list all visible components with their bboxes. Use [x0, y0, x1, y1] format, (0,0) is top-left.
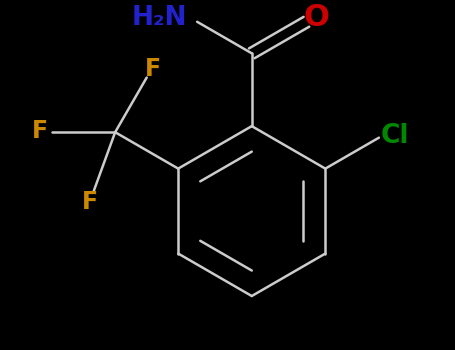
Text: Cl: Cl	[381, 123, 410, 149]
Text: F: F	[32, 119, 48, 142]
Text: F: F	[145, 57, 161, 82]
Text: O: O	[303, 3, 329, 32]
Text: F: F	[81, 190, 97, 214]
Text: H₂N: H₂N	[132, 5, 187, 31]
